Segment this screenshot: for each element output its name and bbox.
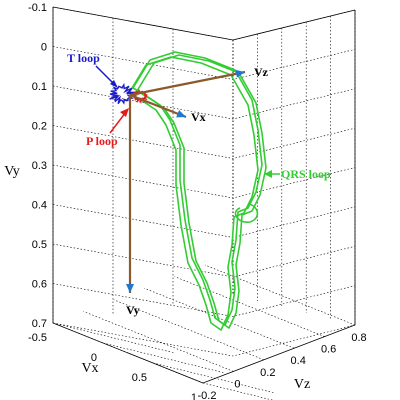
z-tick-label: 0.2: [260, 367, 275, 379]
z-floor-gridline: [174, 276, 325, 337]
box-outer-edge: [52, 7, 356, 384]
box-top-edge: [52, 6, 356, 41]
x-floor-gridline: [102, 342, 226, 374]
z-floor-gridline: [113, 299, 264, 361]
x-axis-label: Vx: [81, 361, 98, 376]
x-floor-gridline: [52, 322, 176, 354]
z-tick-label: 0.6: [321, 344, 336, 356]
y-tick-label: 0.5: [32, 239, 47, 251]
y-tick-label: -0.1: [28, 2, 47, 14]
qrs-loop: [132, 51, 263, 326]
y-gridline: [52, 125, 356, 159]
tick-labels: -0.1 0 0.1 0.2 0.3 0.4 0.5 0.6 0.7 -0.5 0 0.5 1 -0.2 0…: [28, 2, 367, 400]
y-axis-label: Vy: [4, 164, 20, 179]
y-tick-label: 0.6: [32, 279, 47, 291]
z-axis-label: Vz: [294, 377, 310, 392]
z-tick-label: -0.2: [198, 390, 217, 400]
x-tick-label: 0: [91, 352, 97, 364]
y-gridline: [52, 204, 356, 238]
y-tick-label: 0.4: [32, 200, 47, 212]
t-loop-pointer: [95, 65, 116, 86]
qrs-loop: [128, 56, 259, 331]
y-tick-label: 0: [41, 42, 47, 54]
t-loop-pointer-head: [110, 80, 118, 88]
qrs-loop-kink: [234, 203, 259, 223]
z-tick-label: 0: [234, 378, 240, 390]
y-tick-label: 0.7: [32, 318, 47, 330]
x-floor-gridline: [152, 362, 276, 394]
vector-vx-arrowhead: [176, 109, 186, 118]
annotations: [95, 65, 280, 178]
p-loop-pointer-head: [120, 108, 129, 117]
y-tick-label: 0.3: [32, 160, 47, 172]
y-gridline: [52, 243, 356, 278]
x-tick-label: -0.5: [28, 332, 47, 344]
z-floor-gridline: [144, 287, 295, 349]
t-loop-label: T loop: [67, 51, 100, 65]
z-floor-gridline: [83, 311, 234, 372]
x-tick-label: 0.5: [132, 372, 147, 384]
p-loop-label: P loop: [86, 134, 118, 148]
t-loop: [109, 82, 136, 105]
qrs-loop-pointer-head: [264, 170, 272, 178]
y-tick-label: 0.1: [32, 81, 47, 93]
z-tick-label: 0.4: [291, 355, 306, 367]
vector-label-vx: Vx: [191, 110, 206, 124]
vector-vz-arrowhead: [235, 69, 245, 78]
y-gridline: [52, 322, 356, 357]
p-loop-pointer: [109, 111, 127, 134]
vector-label-vz: Vz: [254, 65, 269, 79]
vectors: [126, 69, 246, 293]
axes-box: [52, 6, 356, 384]
y-tick-label: 0.2: [32, 121, 47, 133]
z-floor-gridline: [204, 264, 356, 326]
vector-vy-arrowhead: [126, 284, 134, 293]
loops: [109, 51, 267, 331]
z-tick-label: 0.8: [351, 332, 366, 344]
vector-vz-shaft: [129, 70, 246, 97]
qrs-loop-label: QRS loop: [281, 167, 331, 181]
qrs-loop: [136, 54, 267, 329]
x-tick-label: 1: [191, 392, 197, 400]
vector-label-vy: Vy: [126, 303, 140, 317]
vector-vx-shaft: [129, 93, 187, 119]
